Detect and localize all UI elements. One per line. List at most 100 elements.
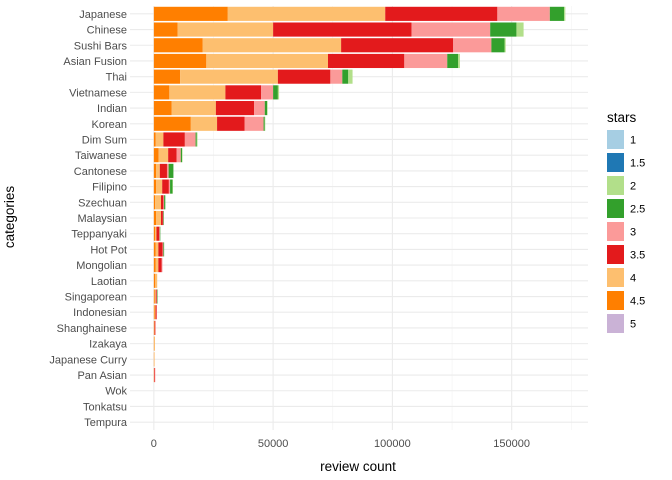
bar-segment <box>155 132 164 147</box>
bar-segment <box>342 69 349 84</box>
x-axis-title: review count <box>320 459 396 474</box>
bar-segment <box>177 22 274 37</box>
bar-segment <box>163 195 165 210</box>
bar-segment <box>156 226 160 241</box>
bar-segment <box>154 320 156 335</box>
bar-segment <box>161 258 163 273</box>
bar-segment <box>153 69 181 84</box>
bar-segment <box>161 210 163 226</box>
bar-segment <box>180 69 278 84</box>
bar-segment <box>156 163 160 178</box>
bar-segment <box>190 116 218 131</box>
bar-segment <box>153 163 157 178</box>
legend-label: 4.5 <box>630 296 645 308</box>
bar-segment <box>277 85 280 100</box>
legend-key <box>607 222 624 241</box>
bar-segment <box>171 101 216 116</box>
y-tick-label: Dim Sum <box>82 134 127 146</box>
bar-segment <box>155 258 159 273</box>
y-tick-label: Laotian <box>91 276 127 288</box>
y-tick-label: Tonkatsu <box>83 401 127 413</box>
y-axis-tick-labels: Japanese Chinese Sushi Bars Asian Fusion Tha… <box>49 9 128 429</box>
bar-segment <box>184 132 196 147</box>
bar-segment <box>168 148 177 163</box>
bar-segment <box>277 69 331 84</box>
bar-segment <box>202 38 342 53</box>
bar-segment <box>153 273 156 288</box>
legend: stars 1 1.5 2 2.5 3 3.5 4 4.5 5 <box>607 110 645 333</box>
legend-label: 2 <box>630 181 636 193</box>
bar-segment <box>156 305 157 320</box>
bar-segment <box>153 116 191 131</box>
bar-segment <box>273 22 412 37</box>
bar-segment <box>457 53 460 69</box>
bar-segment <box>153 336 155 351</box>
bar-segment <box>153 22 178 37</box>
bar-segment <box>158 242 163 257</box>
bar-segment <box>158 258 162 273</box>
bar-segment <box>156 210 162 226</box>
y-tick-label: Mongolian <box>76 260 127 272</box>
y-tick-label: Wok <box>105 386 127 398</box>
bar-segment <box>154 367 156 383</box>
bar-segment <box>227 6 386 21</box>
bar-segment <box>155 289 157 304</box>
legend-title: stars <box>607 110 637 125</box>
x-tick-label: 50000 <box>258 438 289 450</box>
bar-segment <box>497 6 550 21</box>
bar-segment <box>153 101 172 116</box>
bar-segment <box>154 305 156 320</box>
y-axis-title: categories <box>2 186 17 249</box>
y-tick-label: Szechuan <box>78 197 127 209</box>
y-tick-label: Malaysian <box>77 213 127 225</box>
bar-segment <box>453 38 492 53</box>
bar-segment <box>172 179 173 194</box>
bar-segment <box>156 179 163 194</box>
bar-segment <box>168 163 174 178</box>
y-tick-label: Indian <box>97 103 127 115</box>
bar-segment <box>196 132 198 147</box>
bar-segment <box>162 179 169 194</box>
bar-segment <box>155 226 157 241</box>
bar-segment <box>153 258 156 273</box>
bar-segment <box>225 85 262 100</box>
y-tick-label: Thai <box>106 72 127 84</box>
bar-segment <box>155 195 162 210</box>
bar-segment <box>162 210 164 226</box>
bar-segment <box>411 22 491 37</box>
bar-segment <box>263 116 265 131</box>
y-tick-label: Cantonese <box>74 166 127 178</box>
bar-segment <box>341 38 454 53</box>
bar-segment <box>155 320 156 335</box>
legend-label: 5 <box>630 319 636 331</box>
bar-segment <box>176 148 181 163</box>
y-tick-label: Sushi Bars <box>74 40 128 52</box>
y-tick-label: Tempura <box>84 417 128 429</box>
bar-segment <box>154 289 156 304</box>
legend-label: 3.5 <box>630 250 645 262</box>
bar-segment <box>504 38 506 53</box>
bar-segment <box>348 69 353 84</box>
bar-segment <box>159 226 161 241</box>
legend-key <box>607 176 624 195</box>
bar-segment <box>161 195 164 210</box>
bar-segment <box>166 163 169 178</box>
legend-label: 4 <box>630 273 636 285</box>
bar-segment <box>156 289 158 304</box>
y-tick-label: Pan Asian <box>77 370 127 382</box>
bar-segment <box>163 132 185 147</box>
bar-segment <box>385 6 498 21</box>
bar-segment <box>159 226 160 241</box>
bar-segment <box>153 226 156 241</box>
bar-segment <box>330 69 343 84</box>
bar-segment <box>267 101 268 116</box>
legend-label: 2.5 <box>630 204 645 216</box>
bar-segment <box>153 305 155 320</box>
bar-segment <box>206 53 328 69</box>
legend-items: 1 1.5 2 2.5 3 3.5 4 4.5 5 <box>607 130 645 333</box>
y-tick-label: Indonesian <box>73 307 127 319</box>
bar-segment <box>170 179 173 194</box>
bar-segment <box>168 179 171 194</box>
bar-segment <box>154 367 155 383</box>
